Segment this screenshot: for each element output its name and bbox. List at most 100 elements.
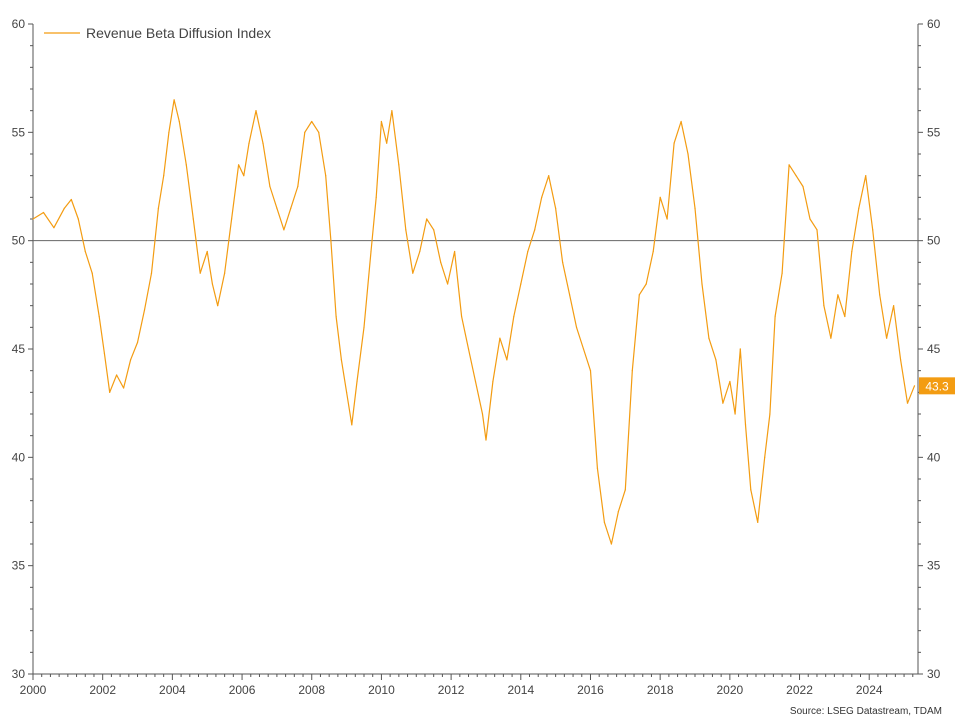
data-point xyxy=(734,413,736,415)
data-point xyxy=(98,315,100,318)
data-point xyxy=(262,142,264,144)
data-point xyxy=(680,120,682,123)
data-point xyxy=(617,510,619,513)
data-point xyxy=(906,402,909,404)
x-tick-label: 2024 xyxy=(856,683,883,697)
data-point xyxy=(63,207,65,209)
y-tick-label-left: 40 xyxy=(12,450,26,464)
data-point xyxy=(492,380,494,383)
data-point xyxy=(802,185,804,188)
last-value-box xyxy=(919,377,955,395)
data-point xyxy=(474,380,477,383)
y-tick-label-right: 55 xyxy=(927,125,941,139)
data-point xyxy=(673,142,675,144)
data-point xyxy=(666,218,668,220)
data-point xyxy=(858,207,860,209)
data-point xyxy=(757,521,759,523)
data-point xyxy=(781,272,783,274)
data-point xyxy=(837,294,839,296)
x-tick-label: 2014 xyxy=(507,683,534,697)
data-point xyxy=(103,352,106,354)
data-point xyxy=(380,120,383,123)
data-point xyxy=(426,218,428,220)
data-point xyxy=(739,348,741,350)
data-point xyxy=(548,175,550,177)
data-point xyxy=(243,175,245,177)
data-point xyxy=(351,424,353,426)
data-point xyxy=(150,272,153,274)
data-point xyxy=(53,227,55,229)
data-point xyxy=(283,229,285,231)
data-point xyxy=(659,196,661,198)
data-point xyxy=(231,218,233,220)
source-note: Source: LSEG Datastream, TDAM xyxy=(790,706,942,717)
y-tick-label-left: 45 xyxy=(12,342,26,356)
data-point xyxy=(562,261,564,263)
x-tick-label: 2002 xyxy=(89,683,116,697)
last-value-badge: 43.3 xyxy=(919,377,955,395)
data-point xyxy=(575,326,578,328)
data-point xyxy=(297,185,299,188)
y-tick-label-left: 50 xyxy=(12,234,26,248)
data-point xyxy=(893,305,895,307)
x-tick-label: 2020 xyxy=(716,683,743,697)
data-point xyxy=(722,402,724,404)
data-point xyxy=(391,110,393,112)
data-point xyxy=(715,359,717,361)
data-point xyxy=(447,283,449,285)
data-point xyxy=(816,229,818,231)
data-point xyxy=(136,341,139,344)
series-layer xyxy=(32,99,916,545)
data-point xyxy=(541,196,543,198)
data-point xyxy=(370,250,372,253)
data-point xyxy=(318,131,320,133)
data-point xyxy=(405,229,407,231)
y-tick-label-right: 50 xyxy=(927,234,941,248)
y-tick-label-left: 35 xyxy=(12,559,26,573)
data-point xyxy=(157,207,160,209)
data-point xyxy=(603,521,606,523)
data-point xyxy=(652,250,654,253)
data-point xyxy=(91,272,93,274)
data-point xyxy=(687,153,689,155)
data-point xyxy=(84,250,86,253)
data-point xyxy=(582,348,585,350)
data-point xyxy=(330,240,332,242)
data-point xyxy=(701,283,703,285)
data-point xyxy=(499,337,501,339)
data-point xyxy=(513,315,515,318)
data-point xyxy=(269,185,271,188)
data-point xyxy=(899,359,902,361)
data-point xyxy=(325,175,327,177)
data-point xyxy=(610,543,612,545)
data-point xyxy=(638,294,640,296)
x-tick-label: 2006 xyxy=(229,683,256,697)
data-point xyxy=(440,261,442,263)
data-point xyxy=(774,315,776,318)
x-tick-label: 2018 xyxy=(647,683,674,697)
data-point xyxy=(485,439,487,441)
data-point xyxy=(534,229,536,231)
data-point xyxy=(386,142,388,144)
data-point xyxy=(809,218,811,220)
data-point xyxy=(624,489,626,491)
data-point xyxy=(467,348,470,350)
data-point xyxy=(419,250,421,253)
data-point xyxy=(851,250,853,253)
data-point xyxy=(109,391,111,393)
data-point xyxy=(527,250,529,253)
y-tick-label-right: 35 xyxy=(927,559,941,573)
data-point xyxy=(520,283,522,285)
data-point xyxy=(163,175,165,177)
data-point xyxy=(276,207,278,209)
data-point xyxy=(481,413,484,415)
data-point xyxy=(340,359,342,361)
data-point xyxy=(217,305,219,307)
x-tick-label: 2016 xyxy=(577,683,604,697)
data-point xyxy=(596,467,599,469)
data-point xyxy=(460,315,463,318)
x-tick-label: 2004 xyxy=(159,683,186,697)
x-tick-label: 2000 xyxy=(20,683,47,697)
x-tick-label: 2008 xyxy=(298,683,325,697)
